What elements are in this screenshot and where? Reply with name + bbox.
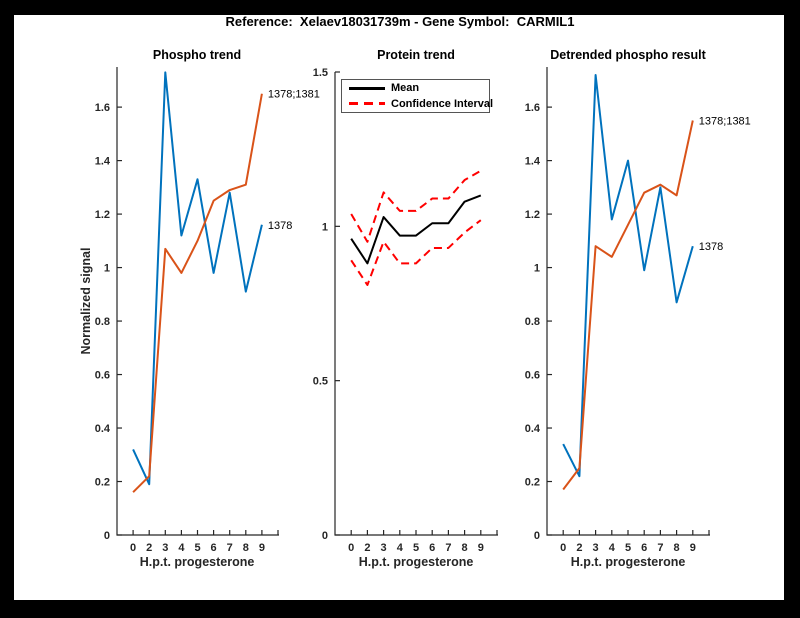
series-annotation: 1378;1381 — [268, 89, 320, 101]
subplot-2: 00.511.50 2 3 4 5 6 7 8 9 — [313, 67, 498, 554]
legend-confidence-interval-line-sample — [349, 102, 385, 106]
y-tick-label: 0.4 — [95, 423, 111, 435]
series-annotation: 1378 — [699, 241, 723, 253]
x-tick-label: 5 — [625, 542, 631, 554]
legend-item-confidence-interval: Confidence Interval — [342, 97, 493, 111]
series-1378 — [132, 71, 263, 486]
series-mean — [350, 194, 482, 265]
x-tick-label: 6 — [429, 542, 435, 554]
x-tick-label: 7 — [227, 542, 233, 554]
series-1378-1381 — [132, 93, 263, 493]
series-1378 — [562, 74, 694, 478]
x-tick-label: 3 — [162, 542, 168, 554]
y-tick-label: 1.2 — [95, 209, 110, 221]
y-tick-label: 1.6 — [525, 102, 540, 114]
x-tick-label: 4 — [397, 542, 404, 554]
series-confidence-interval-upper — [350, 169, 482, 243]
y-tick-label: 0.2 — [525, 477, 540, 489]
subplot3-xlabel: H.p.t. progesterone — [570, 555, 686, 569]
x-tick-label: 6 — [641, 542, 647, 554]
y-tick-label: 1.6 — [95, 102, 110, 114]
x-tick-label: 2 — [364, 542, 370, 554]
x-tick-label: 5 — [194, 542, 200, 554]
x-tick-label: 2 — [576, 542, 582, 554]
x-tick-label: 8 — [462, 542, 468, 554]
y-tick-label: 0.2 — [95, 477, 110, 489]
x-tick-label: 7 — [445, 542, 451, 554]
x-tick-label: 4 — [178, 542, 185, 554]
y-tick-label: 1 — [322, 221, 328, 233]
axis-spines — [334, 72, 498, 536]
subplot1-xlabel: H.p.t. progesterone — [139, 555, 255, 569]
axis-spines — [546, 67, 710, 536]
y-tick-label: 0.4 — [525, 423, 541, 435]
y-tick-label: 0.5 — [313, 376, 328, 388]
x-tick-label: 2 — [146, 542, 152, 554]
subplot2-xlabel: H.p.t. progesterone — [358, 555, 474, 569]
subplot-3: 00.20.40.60.811.21.41.60 2 3 4 5 6 7 8 913781378… — [525, 67, 751, 554]
y-tick-label: 0.8 — [525, 316, 540, 328]
x-tick-label: 3 — [381, 542, 387, 554]
series-1378-1381 — [562, 120, 694, 491]
y-tick-label: 0.6 — [95, 370, 110, 382]
y-tick-label: 0 — [104, 530, 110, 542]
x-tick-label: 5 — [413, 542, 419, 554]
y-tick-label: 1.4 — [525, 156, 541, 168]
subplot2-title: Protein trend — [377, 48, 455, 62]
subplot-1: 00.20.40.60.811.21.41.60 2 3 4 5 6 7 8 913781378… — [95, 67, 320, 554]
x-tick-label: 3 — [593, 542, 599, 554]
x-tick-label: 0 — [130, 542, 136, 554]
x-tick-label: 8 — [243, 542, 249, 554]
x-tick-label: 8 — [674, 542, 680, 554]
y-tick-label: 0 — [322, 530, 328, 542]
y-tick-label: 1 — [104, 263, 110, 275]
subplot1-title: Phospho trend — [152, 48, 242, 62]
x-tick-label: 4 — [609, 542, 616, 554]
legend: Mean Confidence Interval — [341, 79, 493, 113]
series-annotation: 1378 — [268, 220, 292, 232]
legend-confidence-interval-label: Confidence Interval — [391, 97, 494, 110]
y-tick-label: 1 — [534, 263, 540, 275]
figure-title: Reference: Xelaev18031739m - Gene Symbol… — [225, 14, 575, 29]
x-tick-label: 9 — [478, 542, 484, 554]
x-tick-label: 9 — [690, 542, 696, 554]
x-tick-label: 0 — [560, 542, 566, 554]
series-annotation: 1378;1381 — [699, 115, 751, 127]
y-tick-label: 1.5 — [313, 67, 328, 79]
y-tick-label: 0.8 — [95, 316, 110, 328]
x-tick-label: 7 — [657, 542, 663, 554]
legend-mean-label: Mean — [391, 82, 420, 95]
x-tick-label: 9 — [259, 542, 265, 554]
y-tick-label: 1.2 — [525, 209, 540, 221]
subplot3-title: Detrended phospho result — [550, 48, 706, 62]
legend-mean-line-sample — [349, 86, 385, 90]
y-tick-label: 0 — [534, 530, 540, 542]
series-confidence-interval-lower — [350, 219, 482, 286]
y-tick-label: 1.4 — [95, 156, 111, 168]
legend-item-mean: Mean — [342, 81, 489, 95]
x-tick-label: 0 — [348, 542, 354, 554]
x-tick-label: 6 — [211, 542, 217, 554]
y-tick-label: 0.6 — [525, 370, 540, 382]
